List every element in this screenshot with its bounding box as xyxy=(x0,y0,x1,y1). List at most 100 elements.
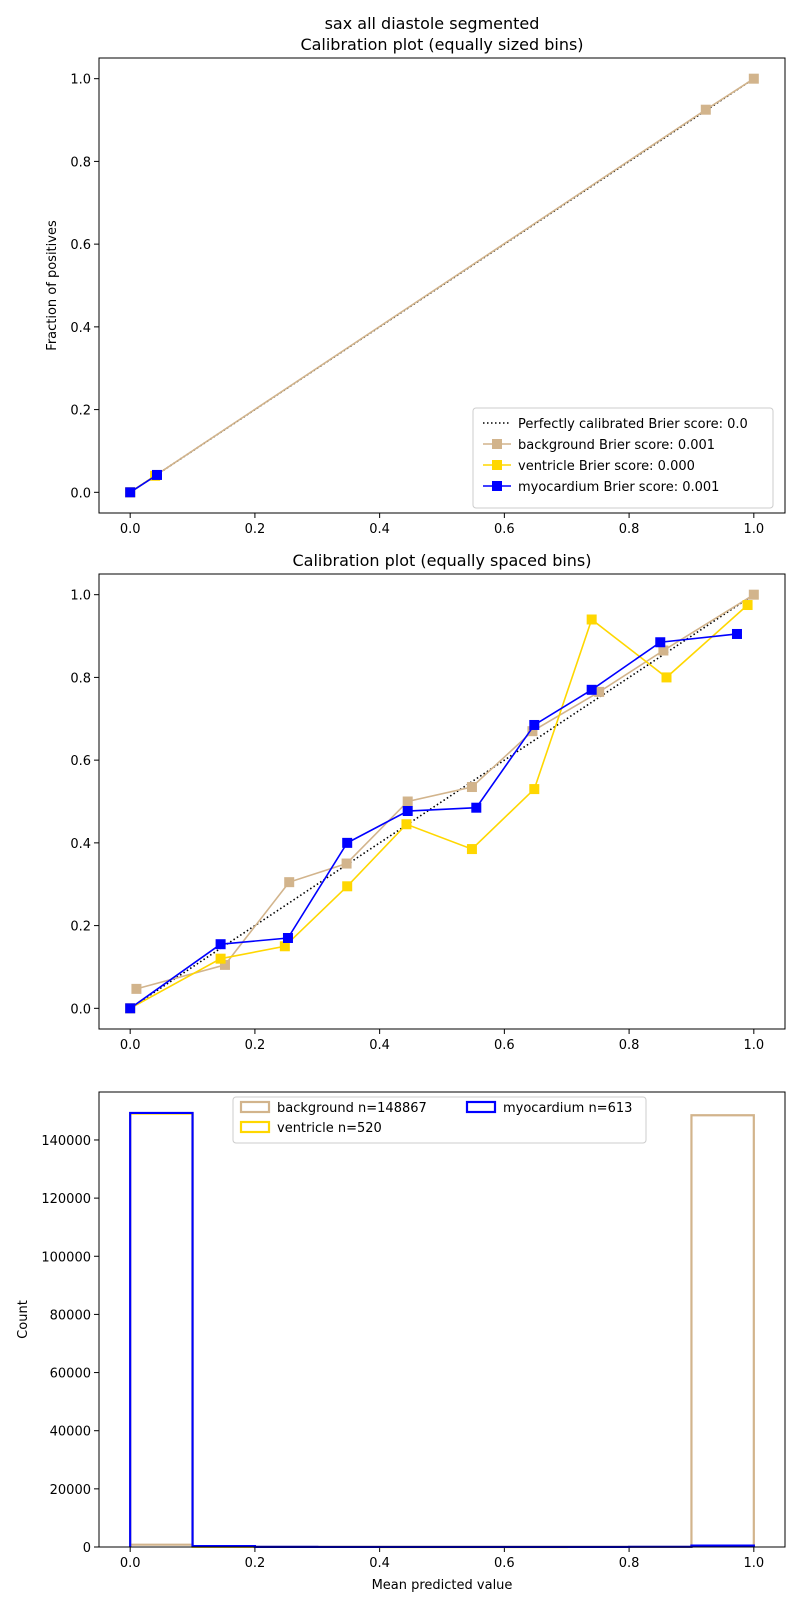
data-point xyxy=(341,858,352,869)
legend-swatch xyxy=(239,1120,271,1134)
legend-label: myocardium n=613 xyxy=(503,1101,632,1116)
y-tick-label: 0.8 xyxy=(70,671,91,686)
data-point xyxy=(402,806,413,817)
y-tick-label: 0.0 xyxy=(70,486,91,501)
y-tick-label: 0.8 xyxy=(70,155,91,170)
y-tick-label: 1.0 xyxy=(70,73,91,88)
legend-box xyxy=(232,1096,647,1144)
data-point xyxy=(748,73,759,84)
series-line-background xyxy=(136,594,755,990)
y-tick-label: 0.6 xyxy=(70,238,91,253)
legend-box xyxy=(472,407,774,509)
data-point xyxy=(466,782,477,793)
legend-label: background Brier score: 0.001 xyxy=(518,438,715,453)
data-point xyxy=(586,614,597,625)
x-tick-label: 1.0 xyxy=(743,522,764,537)
legend-swatch xyxy=(239,1100,271,1114)
x-tick-label: 0.8 xyxy=(619,1038,640,1053)
data-point xyxy=(748,589,759,600)
x-tick-label: 0.4 xyxy=(369,522,390,537)
y-tick-label: 140000 xyxy=(41,1134,91,1149)
axes-frame xyxy=(98,573,786,1030)
legend-marker xyxy=(492,481,502,491)
x-tick-label: 0.2 xyxy=(245,1556,266,1571)
legend: Perfectly calibrated Brier score: 0.0 bac… xyxy=(472,407,774,509)
histogram-ventricle xyxy=(129,1112,755,1549)
data-point xyxy=(466,844,477,855)
axes-frame xyxy=(98,1091,786,1548)
data-point xyxy=(131,983,142,994)
histogram-panel: 0.0 0.2 0.4 0.6 0.8 1.0 0 20000 40000 60000 80000 1… xyxy=(16,1091,786,1593)
legend-label: myocardium Brier score: 0.001 xyxy=(518,480,719,495)
legend-swatch xyxy=(465,1100,497,1114)
y-tick-label: 40000 xyxy=(50,1425,91,1440)
y-tick-label: 0.2 xyxy=(70,920,91,935)
plot-area xyxy=(125,589,759,1014)
histogram-myocardium xyxy=(129,1111,755,1549)
y-tick-label: 100000 xyxy=(41,1250,91,1265)
data-point xyxy=(342,837,353,848)
data-point xyxy=(279,941,290,952)
x-tick-label: 0.2 xyxy=(245,1038,266,1053)
y-tick-label: 20000 xyxy=(50,1483,91,1498)
x-axis-label: Mean predicted value xyxy=(372,1578,513,1593)
legend-label: Perfectly calibrated Brier score: 0.0 xyxy=(518,417,748,432)
series-line-myocardium xyxy=(129,633,738,1009)
data-point xyxy=(742,600,753,611)
data-point xyxy=(529,784,540,795)
x-tick-label: 1.0 xyxy=(743,1038,764,1053)
legend-marker xyxy=(492,460,502,470)
x-tick-label: 0.0 xyxy=(120,522,141,537)
data-point xyxy=(401,819,412,830)
chart-title: Calibration plot (equally sized bins) xyxy=(300,35,583,54)
y-tick-label: 80000 xyxy=(50,1308,91,1323)
x-tick-label: 0.6 xyxy=(494,1556,515,1571)
data-point xyxy=(700,104,711,115)
data-point xyxy=(282,933,293,943)
calibration-plot-spaced-bins: Calibration plot (equally spaced bins) 0.… xyxy=(70,551,786,1053)
x-tick-label: 0.0 xyxy=(120,1556,141,1571)
data-point xyxy=(471,802,482,813)
x-tick-label: 0.8 xyxy=(619,522,640,537)
data-point xyxy=(125,1003,136,1014)
data-point xyxy=(586,684,597,695)
y-tick-label: 0 xyxy=(83,1541,91,1556)
data-point xyxy=(529,719,540,730)
y-tick-label: 0.4 xyxy=(70,321,91,336)
x-tick-label: 0.2 xyxy=(245,522,266,537)
legend-label: background n=148867 xyxy=(277,1101,427,1116)
calibration-plot-sized-bins: Calibration plot (equally sized bins) 0.0… xyxy=(45,35,786,537)
x-tick-label: 1.0 xyxy=(743,1556,764,1571)
axes-frame xyxy=(98,57,786,514)
x-tick-label: 0.6 xyxy=(494,1038,515,1053)
data-point xyxy=(731,628,742,639)
legend-label: ventricle Brier score: 0.000 xyxy=(518,459,695,474)
legend: background n=148867 ventricle n=520 myocar… xyxy=(232,1096,647,1144)
x-tick-label: 0.4 xyxy=(369,1556,390,1571)
data-point xyxy=(655,637,666,648)
data-point xyxy=(658,645,669,656)
histogram-background xyxy=(129,1114,755,1549)
y-axis-label: Count xyxy=(16,1300,31,1339)
data-point xyxy=(284,877,295,888)
y-axis-label: Fraction of positives xyxy=(45,220,60,351)
x-tick-label: 0.6 xyxy=(494,522,515,537)
legend-marker xyxy=(492,439,502,449)
data-point xyxy=(661,672,672,683)
y-tick-label: 0.2 xyxy=(70,404,91,419)
chart-title: Calibration plot (equally spaced bins) xyxy=(292,551,591,570)
y-tick-label: 1.0 xyxy=(70,589,91,604)
y-tick-label: 0.4 xyxy=(70,837,91,852)
data-point xyxy=(215,939,226,950)
data-point xyxy=(215,953,226,964)
figure-suptitle: sax all diastole segmented xyxy=(325,14,540,33)
series-line-ventricle xyxy=(129,604,749,1010)
data-point xyxy=(342,881,353,892)
plot-area xyxy=(125,73,759,498)
series-line-perfect xyxy=(129,594,755,1009)
data-point xyxy=(151,469,162,480)
data-point xyxy=(125,487,136,498)
data-point xyxy=(402,796,413,807)
legend-label: ventricle n=520 xyxy=(277,1121,382,1136)
